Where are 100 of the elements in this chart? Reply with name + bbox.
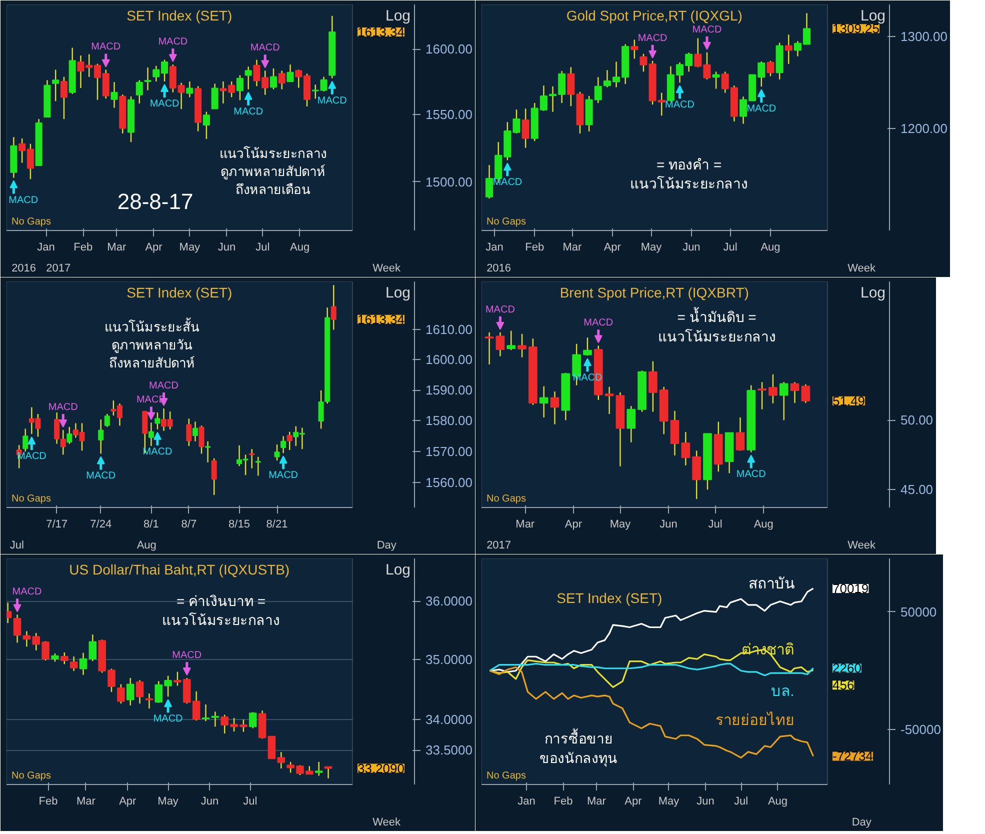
x-tick-label: Feb [525,242,544,254]
annotation: No Gaps [486,216,526,228]
x-tick-label: Aug [760,242,780,254]
text: Log [860,284,886,302]
candlestick [244,66,252,90]
y-tick-label: 1610.00 [426,322,472,337]
candlestick [66,426,72,444]
annotation: MACD [250,42,280,54]
x-tick-label: Mar [76,796,96,808]
candlestick [258,710,266,740]
text: Week [372,262,402,274]
y-tick-label: 1300.00 [900,29,948,44]
candlestick [496,332,505,357]
annotation: No Gaps [12,216,51,228]
candlestick [144,66,152,91]
x-tick-label: 8/1 [144,518,159,530]
x-tick-label: Aug [290,242,310,254]
annotation: No Gaps [12,494,51,504]
candlestick [148,422,154,447]
y-tick-label: 36.0000 [426,594,472,609]
x-tick-label: Jun [218,242,236,254]
text: Week [848,540,876,552]
candlestick [604,386,614,415]
x-tick-label: Jun [696,796,714,808]
candlestick [79,652,88,676]
candlestick [779,382,788,421]
candlestick [278,70,286,90]
y-tick-label: 35.0000 [426,652,472,668]
annotation: MACD [485,304,515,316]
x-tick-label: Aug [754,518,774,530]
candlestick [758,382,766,410]
annotation: MACD [142,446,172,458]
candlestick [670,410,680,456]
annotation: 51.49 [832,393,866,408]
x-tick-label: May [179,242,201,254]
annotation: MACD [492,177,522,188]
text: 2016 [486,262,512,274]
text: Log [385,284,411,302]
text: SET Index (SET) [556,590,662,606]
candlestick [790,382,800,404]
x-tick-label: 8/21 [266,518,288,530]
annotation: MACD [234,106,264,118]
annotation: No Gaps [486,770,526,782]
candlestick [98,418,104,454]
annotation: MACD [692,24,722,36]
x-tick-label: Mar [516,518,535,530]
annotation: MACD [172,650,202,662]
chart-title: Gold Spot Price,RT (IQXGL) [566,8,742,24]
candlestick [484,332,494,366]
candlestick [236,74,244,101]
annotation: แนวโน้มระยะสั้น ดูภาพหลายวัน ถึงหลายสัปดาห์ [104,317,200,370]
text: 2017 [486,540,512,552]
candlestick [186,80,194,98]
x-tick-label: May [658,796,680,808]
x-tick-label: Jan [486,242,504,254]
annotation: MACD [91,42,121,53]
candlestick [692,450,702,500]
y-tick-label: 1560.00 [426,475,472,490]
candlestick [205,440,211,463]
candlestick [192,421,198,442]
annotation: MACD [153,714,183,725]
text: Aug [136,540,156,552]
candlestick [583,336,592,356]
text: Week [372,816,402,828]
annotation: การซื้อขาย ของนักลงทุน [539,728,618,767]
annotation: MACD [8,194,38,206]
candlestick [60,652,68,665]
annotation: No Gaps [486,494,526,504]
annotation: 456 [832,678,854,693]
y-tick-label: 1580.00 [426,413,472,428]
text: 2017 [46,262,71,274]
x-tick-label: Jul [243,796,258,808]
annotation: = น้ำมันดิบ = แนวโน้มระยะกลาง [658,307,776,344]
x-tick-label: 7/17 [46,518,68,530]
candlestick [314,761,323,776]
annotation: MACD [48,402,78,413]
y-tick-label: 50.00 [900,412,934,428]
candlestick [550,390,560,425]
candlestick [648,360,658,412]
annotation: MACD [158,36,188,48]
text: Week [848,262,876,274]
chart-title: SET Index (SET) [126,8,232,24]
annotation: No Gaps [12,770,51,782]
candlestick [211,711,220,728]
y-tick-label: 1570.00 [426,444,472,460]
chart-title: US Dollar/Thai Baht,RT (IQXUSTB) [69,562,290,578]
chart-title: Brent Spot Price,RT (IQXBRT) [560,284,749,300]
x-tick-label: May [640,242,662,254]
x-tick-label: May [610,518,632,530]
candlestick [768,374,778,404]
candlestick [630,39,638,60]
annotation: MACD [665,100,694,111]
candlestick [202,111,210,140]
candlestick [202,704,210,722]
candlestick [277,751,286,770]
candlestick [104,413,110,428]
y-tick-label: 34.0000 [426,712,472,728]
annotation: MACD [150,98,180,110]
series-label: รายย่อยไทย [715,710,794,729]
candlestick [324,766,332,779]
